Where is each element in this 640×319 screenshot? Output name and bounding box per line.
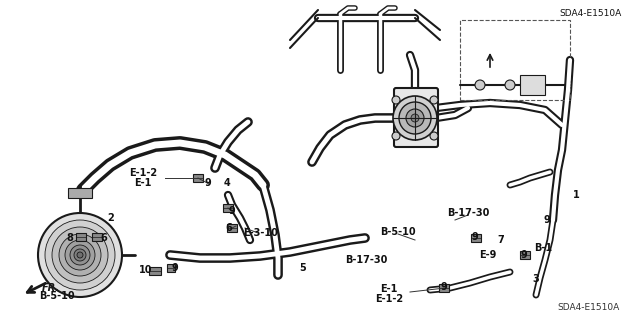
Text: 1: 1 xyxy=(573,190,579,200)
Text: 2: 2 xyxy=(108,213,115,223)
Bar xyxy=(92,233,102,241)
Text: E-1: E-1 xyxy=(134,178,152,188)
Text: B-17-30: B-17-30 xyxy=(345,255,387,265)
Bar xyxy=(149,267,161,275)
Text: FR.: FR. xyxy=(42,283,60,293)
Text: 9: 9 xyxy=(228,206,236,216)
Circle shape xyxy=(406,109,424,127)
Circle shape xyxy=(411,114,419,122)
Circle shape xyxy=(45,220,115,290)
Bar xyxy=(227,224,237,232)
Text: B-5-10: B-5-10 xyxy=(380,227,416,237)
Text: 8: 8 xyxy=(67,233,74,243)
Text: 9: 9 xyxy=(520,250,527,260)
Text: 3: 3 xyxy=(532,274,540,284)
Text: E-1-2: E-1-2 xyxy=(375,294,403,304)
Text: E-3-10: E-3-10 xyxy=(244,228,278,238)
Circle shape xyxy=(70,245,90,265)
Text: 4: 4 xyxy=(223,178,230,188)
Text: 6: 6 xyxy=(226,223,232,233)
Text: E-1: E-1 xyxy=(380,284,397,294)
Text: SDA4-E1510A: SDA4-E1510A xyxy=(557,303,620,313)
Text: 6: 6 xyxy=(100,233,108,243)
Text: 9: 9 xyxy=(472,232,478,242)
Text: B-1: B-1 xyxy=(534,243,552,253)
Bar xyxy=(167,264,175,272)
Circle shape xyxy=(77,252,83,258)
Text: B-5-10: B-5-10 xyxy=(39,291,75,301)
Text: SDA4-E1510A: SDA4-E1510A xyxy=(559,9,621,18)
Text: E-9: E-9 xyxy=(479,250,497,260)
Bar xyxy=(193,174,203,182)
Bar xyxy=(68,188,92,198)
Circle shape xyxy=(430,96,438,104)
Circle shape xyxy=(399,102,431,134)
Circle shape xyxy=(505,80,515,90)
Bar xyxy=(520,251,530,259)
Bar xyxy=(520,75,545,95)
Text: 9: 9 xyxy=(205,178,211,188)
Circle shape xyxy=(393,96,437,140)
Text: 9: 9 xyxy=(440,282,447,292)
Circle shape xyxy=(475,80,485,90)
Circle shape xyxy=(392,132,400,140)
Circle shape xyxy=(74,249,86,261)
Text: 7: 7 xyxy=(498,235,504,245)
Text: B-17-30: B-17-30 xyxy=(447,208,489,218)
Circle shape xyxy=(59,234,101,276)
Text: 5: 5 xyxy=(300,263,307,273)
Text: 10: 10 xyxy=(140,265,153,275)
Text: 9: 9 xyxy=(172,263,179,273)
Text: 9: 9 xyxy=(543,215,550,225)
FancyBboxPatch shape xyxy=(394,88,438,147)
Bar xyxy=(76,233,86,241)
Circle shape xyxy=(430,132,438,140)
Bar xyxy=(439,284,449,292)
Bar xyxy=(460,20,570,100)
Bar xyxy=(223,204,233,212)
Circle shape xyxy=(38,213,122,297)
Circle shape xyxy=(52,227,108,283)
Bar xyxy=(471,234,481,242)
Circle shape xyxy=(65,240,95,270)
Circle shape xyxy=(392,96,400,104)
Text: E-1-2: E-1-2 xyxy=(129,168,157,178)
